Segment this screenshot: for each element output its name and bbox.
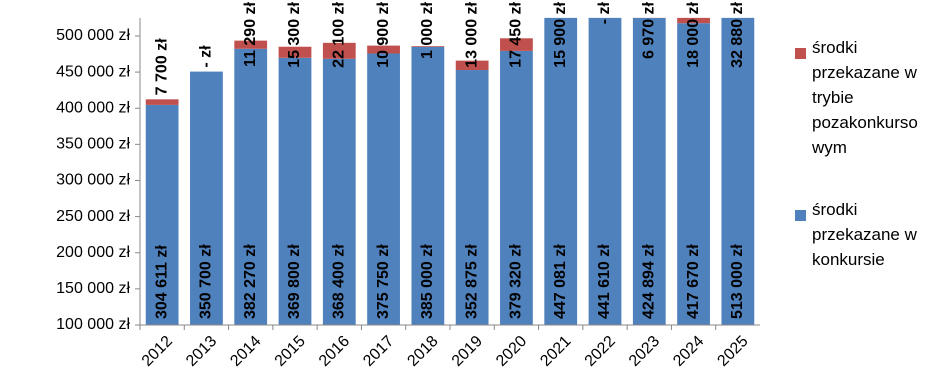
- x-tick-label: 2020: [493, 333, 530, 370]
- bar: [677, 23, 710, 326]
- x-tick-label: 2014: [227, 333, 264, 370]
- bar: [367, 45, 400, 54]
- value-label: 32 880 zł: [729, 1, 746, 67]
- bar: [544, 0, 577, 2]
- x-tick-label: 2021: [537, 333, 574, 370]
- value-label: 15 900 zł: [552, 1, 569, 67]
- bar: [411, 46, 445, 325]
- x-tick-label: 2024: [670, 333, 707, 370]
- x-tick-label: 2019: [449, 333, 486, 370]
- value-label: 22 100 zł: [331, 1, 348, 67]
- bar: [500, 50, 533, 325]
- x-tick-label: 2018: [404, 333, 441, 370]
- bar: [322, 42, 356, 59]
- bar: [145, 99, 179, 105]
- legend-label: środki przekazane w konkursie: [812, 200, 917, 269]
- bar: [234, 48, 268, 326]
- bar: [632, 17, 666, 326]
- value-label: 18 000 zł: [685, 1, 702, 67]
- y-tick-label: 200 000 zł: [56, 244, 130, 261]
- value-label: 17 450 zł: [508, 1, 525, 67]
- x-tick-label: 2012: [139, 333, 176, 370]
- bar: [278, 46, 312, 58]
- bar: [588, 17, 622, 326]
- value-label: 350 700 zł: [198, 244, 215, 319]
- bar: [145, 104, 179, 325]
- y-tick-label: 350 000 zł: [56, 136, 130, 153]
- value-label: 15 300 zł: [286, 1, 303, 67]
- value-label: 7 700 zł: [153, 38, 170, 95]
- plot: [145, 0, 755, 326]
- value-label: 304 611 zł: [153, 245, 170, 319]
- legend-swatch: [795, 210, 806, 221]
- bar: [411, 46, 445, 47]
- value-label: 6 970 zł: [641, 1, 658, 58]
- legend-label: środki przekazane w trybie pozakonkursow…: [812, 38, 918, 157]
- legend-swatch: [795, 48, 806, 59]
- bar: [455, 70, 489, 325]
- bar: [544, 17, 578, 326]
- x-tick-label: 2015: [272, 333, 309, 370]
- bar: [190, 71, 223, 325]
- value-label: 11 290 zł: [242, 1, 259, 67]
- bar: [278, 57, 312, 326]
- value-label: 379 320 zł: [508, 244, 525, 319]
- y-tick-label: 450 000 zł: [56, 63, 130, 80]
- value-label: 352 875 zł: [463, 244, 480, 319]
- bar: [322, 58, 356, 325]
- y-tick-label: 300 000 zł: [56, 172, 130, 189]
- value-label: 1 000 zł: [419, 1, 436, 58]
- bar: [500, 38, 533, 51]
- y-tick-label: 400 000 zł: [56, 99, 130, 116]
- x-tick-label: 2025: [714, 333, 751, 370]
- bar: [367, 53, 400, 326]
- bar: [677, 17, 710, 24]
- bar: [234, 40, 268, 49]
- x-tick-label: 2013: [183, 333, 220, 370]
- value-label: 382 270 zł: [242, 244, 259, 319]
- value-label: 441 610 zł: [596, 244, 613, 319]
- x-tick-label: 2016: [316, 333, 353, 370]
- x-tick-label: 2022: [582, 333, 619, 370]
- value-label: 447 081 zł: [552, 244, 569, 319]
- value-label: 375 750 zł: [375, 244, 392, 319]
- value-label: - zł: [198, 45, 215, 68]
- value-label: 368 400 zł: [331, 244, 348, 319]
- y-tick-label: 500 000 zł: [56, 27, 130, 44]
- value-label: 10 900 zł: [375, 1, 392, 67]
- bar: [632, 17, 666, 18]
- value-label: 13 000 zł: [463, 1, 480, 67]
- value-label: 513 000 zł: [729, 244, 746, 319]
- value-label: 417 670 zł: [685, 244, 702, 319]
- value-label: 369 800 zł: [286, 244, 303, 319]
- value-label: 385 000 zł: [419, 244, 436, 319]
- value-label: - zł: [596, 1, 613, 24]
- x-tick-label: 2023: [626, 333, 663, 370]
- y-tick-label: 250 000 zł: [56, 208, 130, 225]
- y-tick-label: 150 000 zł: [56, 280, 130, 297]
- x-tick-label: 2017: [360, 333, 397, 370]
- value-label: 424 894 zł: [641, 244, 658, 319]
- y-tick-label: 100 000 zł: [56, 316, 130, 333]
- bar: [455, 60, 489, 71]
- bar: [721, 17, 755, 326]
